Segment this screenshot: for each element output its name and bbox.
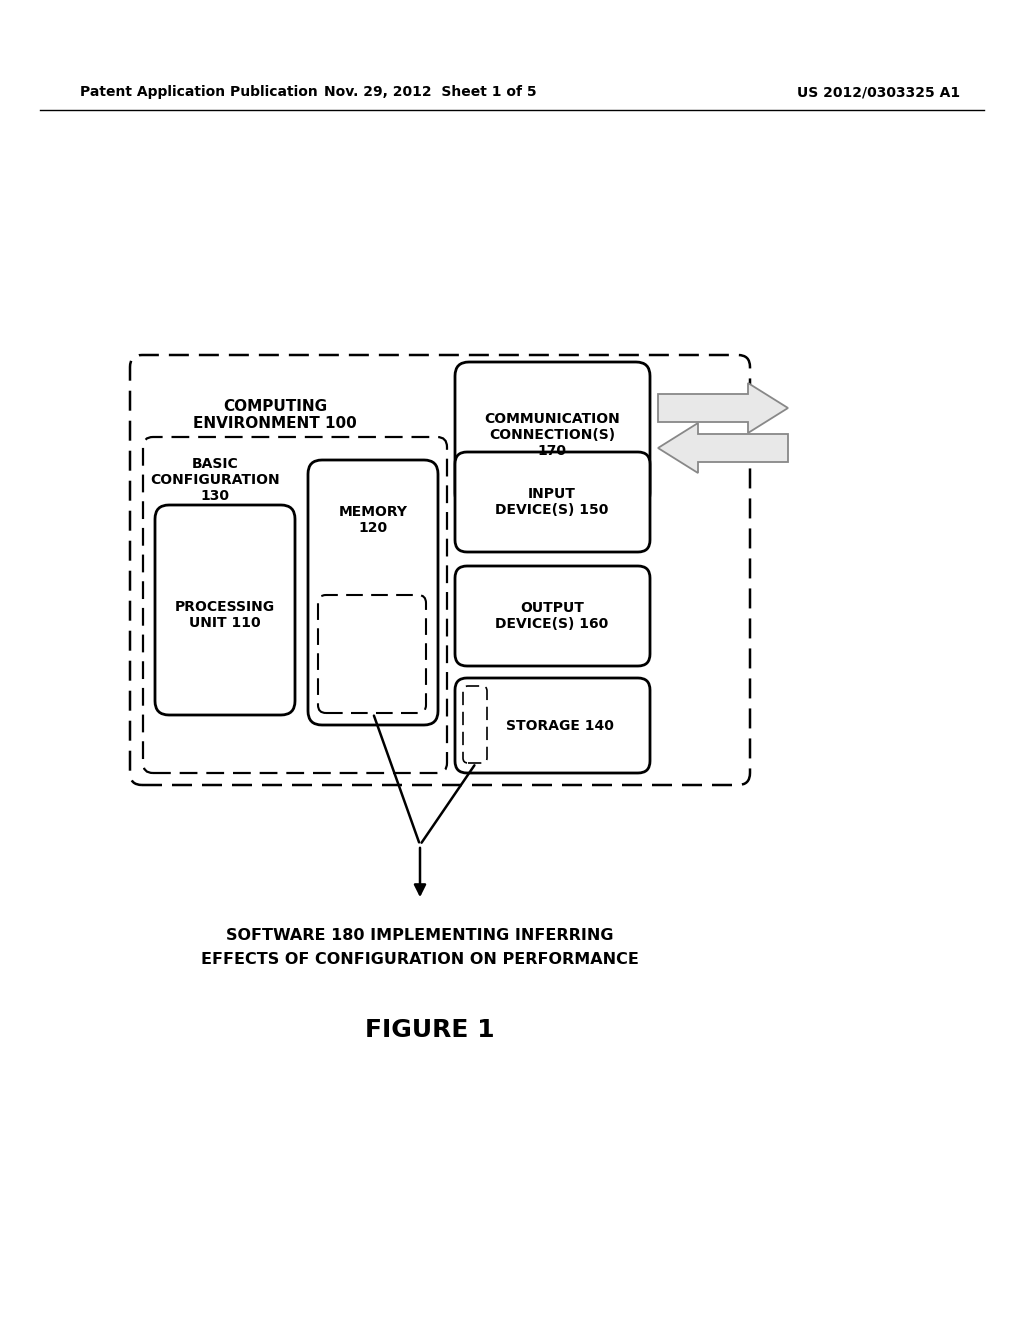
Text: BASIC
CONFIGURATION
130: BASIC CONFIGURATION 130 — [151, 457, 280, 503]
Text: Patent Application Publication: Patent Application Publication — [80, 84, 317, 99]
FancyBboxPatch shape — [455, 451, 650, 552]
FancyBboxPatch shape — [463, 686, 487, 763]
FancyBboxPatch shape — [455, 678, 650, 774]
Text: OUTPUT
DEVICE(S) 160: OUTPUT DEVICE(S) 160 — [496, 601, 608, 631]
Text: SOFTWARE 180 IMPLEMENTING INFERRING: SOFTWARE 180 IMPLEMENTING INFERRING — [226, 928, 613, 942]
FancyBboxPatch shape — [155, 506, 295, 715]
Text: US 2012/0303325 A1: US 2012/0303325 A1 — [797, 84, 961, 99]
FancyBboxPatch shape — [455, 566, 650, 667]
Text: EFFECTS OF CONFIGURATION ON PERFORMANCE: EFFECTS OF CONFIGURATION ON PERFORMANCE — [201, 953, 639, 968]
Text: COMMUNICATION
CONNECTION(S)
170: COMMUNICATION CONNECTION(S) 170 — [484, 412, 620, 458]
Polygon shape — [658, 383, 788, 433]
Text: MEMORY
120: MEMORY 120 — [339, 504, 408, 535]
FancyBboxPatch shape — [455, 362, 650, 507]
FancyBboxPatch shape — [308, 459, 438, 725]
FancyBboxPatch shape — [318, 595, 426, 713]
Polygon shape — [658, 422, 788, 473]
FancyBboxPatch shape — [143, 437, 447, 774]
Text: Nov. 29, 2012  Sheet 1 of 5: Nov. 29, 2012 Sheet 1 of 5 — [324, 84, 537, 99]
Text: PROCESSING
UNIT 110: PROCESSING UNIT 110 — [175, 599, 275, 630]
Text: INPUT
DEVICE(S) 150: INPUT DEVICE(S) 150 — [496, 487, 608, 517]
Text: COMPUTING
ENVIRONMENT 100: COMPUTING ENVIRONMENT 100 — [194, 399, 357, 432]
Text: FIGURE 1: FIGURE 1 — [366, 1018, 495, 1041]
Text: STORAGE 140: STORAGE 140 — [506, 719, 614, 733]
FancyBboxPatch shape — [130, 355, 750, 785]
